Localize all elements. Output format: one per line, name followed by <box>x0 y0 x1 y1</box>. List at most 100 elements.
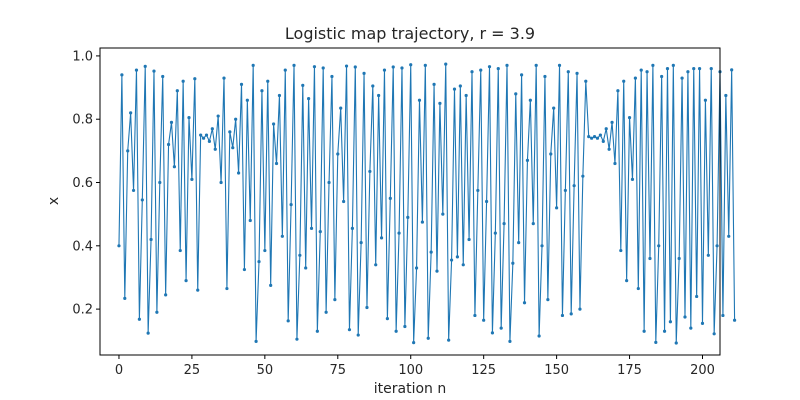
data-point <box>700 321 705 325</box>
data-point <box>131 188 136 193</box>
data-point <box>344 64 349 68</box>
data-point <box>514 92 518 96</box>
data-point <box>520 73 524 77</box>
data-point <box>152 69 156 73</box>
data-point <box>272 122 276 126</box>
data-point <box>528 98 532 102</box>
data-point <box>563 188 567 193</box>
data-point <box>283 68 287 72</box>
data-point <box>374 263 378 267</box>
data-point <box>307 97 311 101</box>
data-point <box>382 68 387 72</box>
data-point <box>417 98 422 102</box>
data-point <box>257 260 261 264</box>
data-point <box>248 218 252 223</box>
data-point <box>645 70 649 74</box>
data-point <box>359 241 363 245</box>
plot-frame <box>99 47 721 356</box>
data-point <box>639 68 643 72</box>
data-point <box>126 149 130 153</box>
data-point <box>330 74 334 79</box>
data-point <box>671 63 675 68</box>
data-point <box>412 341 416 345</box>
data-point <box>607 147 611 151</box>
data-point <box>362 71 366 75</box>
data-point <box>487 65 492 69</box>
data-point <box>277 93 282 98</box>
x-tick-label: 175 <box>617 363 642 378</box>
data-point <box>336 152 340 156</box>
data-point <box>298 253 302 257</box>
data-point <box>266 79 270 83</box>
data-point <box>505 63 509 68</box>
data-point <box>470 70 474 74</box>
data-point <box>234 117 238 121</box>
data-point <box>730 68 734 72</box>
data-point <box>423 63 427 68</box>
series-layer <box>117 62 737 345</box>
data-point <box>216 114 220 118</box>
data-point <box>665 66 670 71</box>
data-point <box>703 98 708 102</box>
data-point <box>496 66 500 71</box>
data-point <box>511 261 515 265</box>
data-point <box>146 331 150 335</box>
data-point <box>680 76 684 80</box>
x-tick-label: 50 <box>257 363 274 378</box>
data-point <box>657 244 661 248</box>
data-point <box>531 222 535 226</box>
data-point <box>517 241 521 245</box>
x-tick-label: 200 <box>690 363 715 378</box>
data-point <box>181 79 185 83</box>
data-point <box>452 87 457 91</box>
x-tick-label: 75 <box>330 363 347 378</box>
data-point <box>143 64 147 68</box>
data-point <box>572 184 576 188</box>
data-point <box>199 133 203 137</box>
data-point <box>715 244 719 248</box>
data-point <box>175 89 179 93</box>
data-point <box>660 74 664 79</box>
data-point <box>619 248 623 253</box>
data-point <box>260 89 264 93</box>
data-point <box>342 199 346 204</box>
data-point <box>356 333 360 337</box>
data-point <box>522 301 527 305</box>
data-point <box>315 329 319 333</box>
data-point <box>537 334 541 338</box>
data-point <box>668 320 673 324</box>
data-point <box>590 136 594 140</box>
data-point <box>239 82 244 86</box>
data-point <box>727 234 731 238</box>
data-point <box>321 66 325 70</box>
data-point <box>263 248 267 253</box>
data-point <box>552 106 556 110</box>
data-point <box>274 161 279 166</box>
data-point <box>204 133 209 137</box>
data-point <box>289 203 293 207</box>
data-point <box>502 222 506 226</box>
data-point <box>592 135 597 139</box>
data-point <box>385 317 389 321</box>
data-point <box>490 331 495 335</box>
chart-title: Logistic map trajectory, r = 3.9 <box>285 24 535 43</box>
data-point <box>222 76 226 80</box>
data-point <box>464 93 468 98</box>
data-point <box>129 111 133 115</box>
data-point <box>368 169 372 174</box>
data-point <box>400 66 404 70</box>
data-point <box>633 76 637 80</box>
data-point <box>479 68 483 72</box>
data-point <box>438 101 442 105</box>
data-point <box>414 266 419 270</box>
data-point <box>324 310 328 314</box>
data-point <box>651 63 655 68</box>
x-axis-label: iteration n <box>374 381 446 397</box>
data-point <box>458 84 462 88</box>
data-point <box>525 158 530 162</box>
data-point <box>117 244 121 248</box>
data-point <box>120 73 124 77</box>
data-point <box>158 180 162 185</box>
data-point <box>648 256 652 261</box>
